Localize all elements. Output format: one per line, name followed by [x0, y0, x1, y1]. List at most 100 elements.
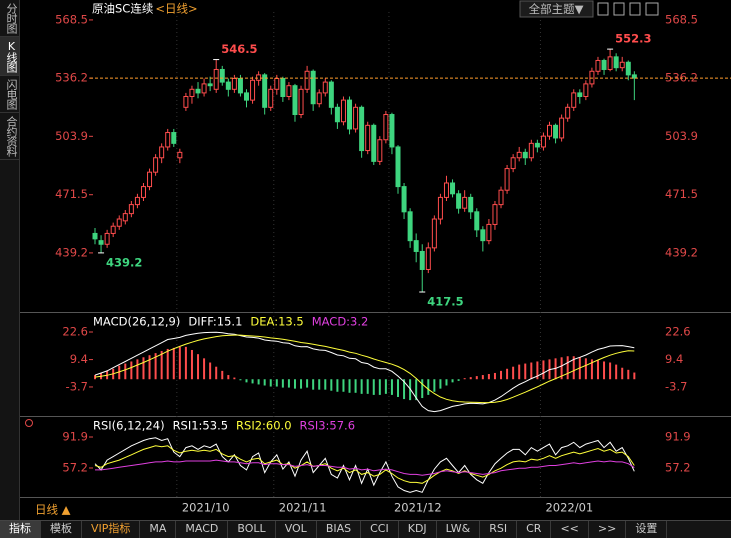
tab[interactable]: 模板	[41, 521, 82, 538]
candle-body	[310, 70, 316, 105]
tab[interactable]: VIP指标	[82, 521, 141, 538]
candle-body	[492, 204, 498, 225]
candle-body	[298, 88, 304, 116]
macd-bar	[233, 377, 236, 380]
candle-body	[147, 171, 153, 188]
period-toggle[interactable]: 日线 ▲	[35, 503, 71, 517]
macd-bar	[275, 379, 278, 387]
candle-body	[571, 92, 577, 108]
macd-bar	[518, 364, 521, 380]
x-tick-label: 2021/12	[394, 501, 442, 515]
candle-body	[540, 135, 546, 148]
side-tab[interactable]: 分时图	[0, 0, 19, 37]
candle-body	[443, 182, 449, 198]
tab[interactable]: MA	[140, 521, 177, 538]
macd-bar	[130, 361, 133, 380]
y-tick-label-right: 57.2	[665, 460, 691, 474]
candle-body	[237, 77, 243, 94]
tab[interactable]: >>	[589, 521, 627, 538]
toolbar: 指标 模板 VIP指标 MA MACD BOLL VOL BIAS CCI KDJ LW& RSI CR…	[0, 520, 731, 538]
candle-body	[389, 114, 395, 148]
macd-bar	[481, 375, 484, 380]
icon[interactable]	[597, 2, 609, 16]
icon[interactable]	[613, 2, 625, 16]
y-tick-label-right: 439.2	[665, 245, 698, 259]
theme-button-box[interactable]	[519, 0, 594, 18]
candle-body	[98, 240, 104, 245]
tab[interactable]: VOL	[276, 521, 317, 538]
tab[interactable]: CR	[517, 521, 552, 538]
macd-bar	[524, 363, 527, 380]
tab[interactable]: BIAS	[317, 521, 362, 538]
candle-body	[195, 88, 201, 94]
y-tick-label-right: 91.9	[665, 430, 691, 444]
candle-body	[286, 85, 292, 98]
macd-bar	[615, 364, 618, 380]
settings-icon[interactable]	[25, 419, 33, 427]
macd-bar	[536, 361, 539, 380]
macd-bar	[239, 379, 242, 381]
macd-bar	[190, 349, 193, 380]
macd-bar	[263, 379, 266, 386]
candle-body	[510, 157, 516, 170]
theme-button[interactable]: 全部主题▼	[529, 2, 584, 16]
tab[interactable]: RSI	[480, 521, 518, 538]
candle-body	[201, 83, 207, 94]
candle-body	[316, 92, 322, 105]
candle-body	[189, 88, 195, 98]
macd-bar	[136, 359, 139, 380]
candle-body	[171, 132, 177, 144]
tab[interactable]: <<	[551, 521, 589, 538]
side-tab[interactable]: 合约资料	[0, 113, 19, 160]
candle-body	[553, 124, 559, 139]
macd-bar	[433, 379, 436, 392]
candle-body	[104, 232, 110, 245]
macd-bar	[596, 360, 599, 380]
side-tab[interactable]: K线图	[0, 37, 19, 76]
tab[interactable]: MACD	[176, 521, 229, 538]
macd-bar	[336, 379, 339, 392]
macd-bar	[512, 366, 515, 380]
macd-bar	[421, 379, 424, 399]
macd-bar	[493, 372, 496, 380]
macd-bar	[184, 346, 187, 380]
side-tab[interactable]: 闪电图	[0, 76, 19, 113]
macd-bar	[227, 375, 230, 380]
y-tick-label: -3.7	[66, 379, 88, 393]
tab[interactable]: BOLL	[228, 521, 276, 538]
macd-bar	[451, 379, 454, 383]
candle-body	[401, 186, 407, 213]
tab[interactable]: CCI	[361, 521, 399, 538]
window-icons[interactable]	[597, 2, 659, 16]
icon[interactable]	[645, 2, 659, 16]
candle-body	[480, 229, 486, 242]
macd-bar	[457, 379, 460, 381]
y-tick-label-right: 503.9	[665, 129, 698, 143]
candle-body	[274, 77, 280, 90]
macd-bar	[154, 353, 157, 380]
candle-body	[577, 92, 583, 98]
indicator-line	[94, 334, 635, 404]
candle-body	[262, 74, 268, 108]
y-tick-label-right: 9.4	[665, 352, 683, 366]
macd-bar	[324, 379, 327, 390]
icon[interactable]	[629, 2, 641, 16]
period: <日线>	[155, 2, 197, 16]
candle-body	[534, 142, 540, 148]
candle-body	[607, 56, 613, 70]
tab[interactable]: KDJ	[399, 521, 437, 538]
macd-bar	[403, 379, 406, 400]
candle-body	[613, 56, 619, 69]
candle-body	[474, 211, 480, 231]
tab[interactable]: 指标	[0, 521, 41, 538]
tab[interactable]: 设置	[626, 521, 668, 538]
macd-bar	[160, 351, 163, 380]
candle-body	[244, 92, 249, 101]
macd-bar	[603, 361, 606, 380]
candle-body	[213, 68, 219, 90]
macd-bar	[178, 346, 181, 380]
macd-bar	[475, 376, 478, 380]
tab[interactable]: LW&	[437, 521, 481, 538]
